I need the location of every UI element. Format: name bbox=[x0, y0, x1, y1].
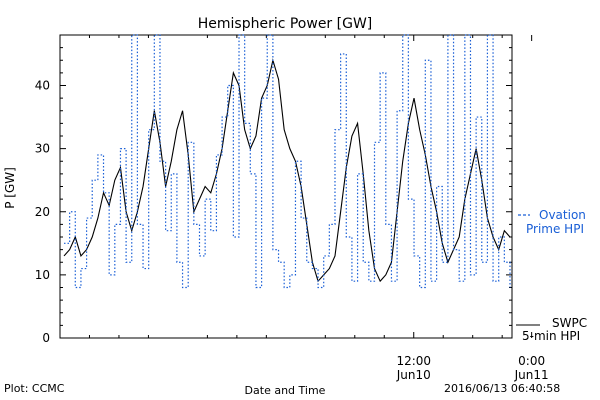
y-tick-label: 30 bbox=[35, 142, 50, 156]
x-tick-time-label: 12:00 bbox=[396, 354, 431, 368]
y-axis: 0 10 20 30 40 bbox=[35, 47, 512, 345]
legend-swpc-label-line2: 5-min HPI bbox=[522, 329, 580, 343]
legend: Ovation Prime HPI SWPC 5-min HPI bbox=[516, 208, 587, 343]
y-tick-label: 20 bbox=[35, 205, 50, 219]
y-tick-label: 10 bbox=[35, 268, 50, 282]
x-axis-label: Date and Time bbox=[245, 384, 326, 397]
legend-ovation-label-line2: Prime HPI bbox=[526, 222, 584, 236]
y-tick-label: 40 bbox=[35, 79, 50, 93]
ovation-prime-hpi-line bbox=[64, 34, 511, 289]
legend-ovation-label-line1: Ovation bbox=[539, 208, 586, 222]
y-tick-label: 0 bbox=[42, 331, 50, 345]
swpc-hpi-line bbox=[63, 58, 511, 283]
footer-plot-credit: Plot: CCMC bbox=[4, 382, 65, 395]
x-tick-date-label: Jun10 bbox=[396, 368, 431, 382]
series-group bbox=[63, 34, 511, 289]
x-axis: 12:00Jun100:00Jun1112:00Jun110:00Jun1212… bbox=[88, 35, 549, 382]
footer-timestamp: 2016/06/13 06:40:58 bbox=[444, 382, 561, 395]
x-tick-date-label: Jun11 bbox=[514, 368, 549, 382]
chart-title: Hemispheric Power [GW] bbox=[198, 16, 373, 32]
y-axis-label: P [GW] bbox=[3, 167, 17, 209]
x-tick-time-label: 0:00 bbox=[518, 354, 545, 368]
plot-area bbox=[59, 34, 513, 339]
legend-swpc-label-line1: SWPC bbox=[552, 316, 587, 330]
